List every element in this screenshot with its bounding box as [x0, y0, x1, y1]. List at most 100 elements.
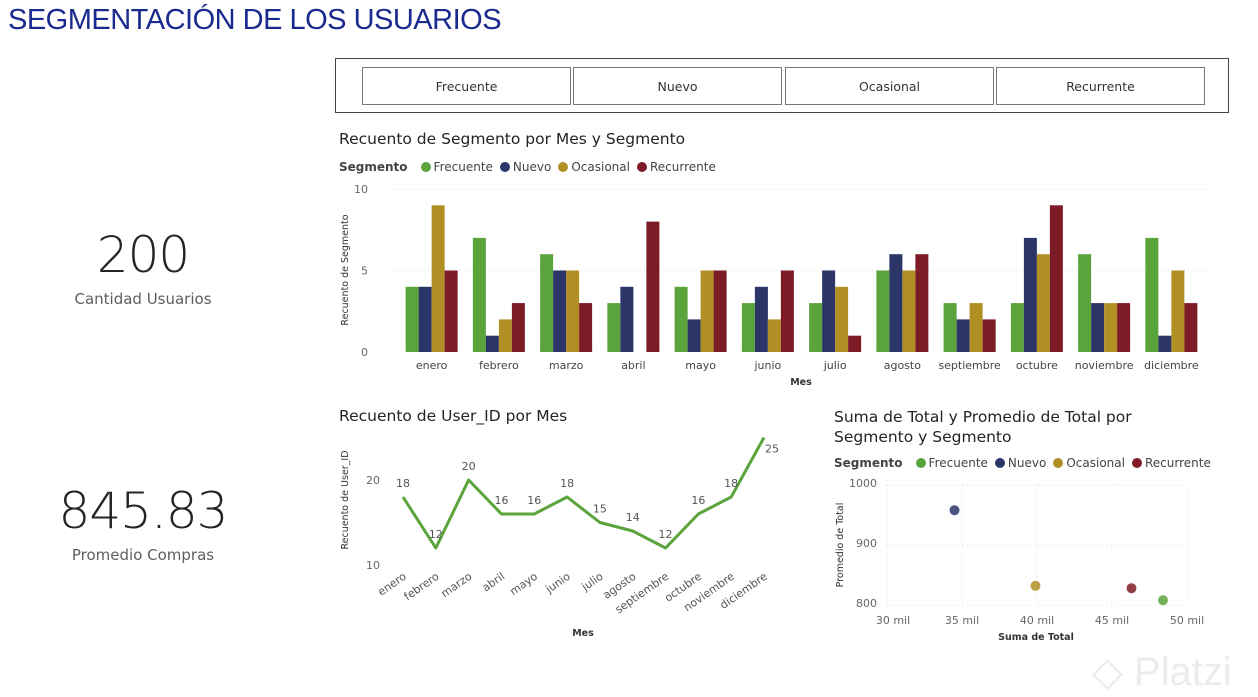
bar-recurrente-diciembre[interactable] [1184, 303, 1198, 352]
bar-chart-legend: Segmento Frecuente Nuevo Ocasional Recur… [339, 160, 716, 174]
x-tick-label: marzo [549, 359, 584, 372]
bar-frecuente-enero[interactable] [405, 286, 419, 352]
x-axis-title: Mes [572, 628, 594, 639]
legend-dot-frecuente [420, 162, 431, 172]
watermark-text: Platzi [1133, 650, 1232, 694]
bar-nuevo-febrero[interactable] [485, 335, 499, 352]
scatter-chart-title: Suma de Total y Promedio de Total por Se… [834, 408, 1132, 446]
bar-nuevo-noviembre[interactable] [1091, 303, 1105, 352]
slicer-option-frecuente[interactable]: Frecuente [362, 67, 571, 105]
x-tick-label: 35 mil [945, 614, 979, 627]
bar-frecuente-marzo[interactable] [540, 254, 554, 352]
bar-recurrente-mayo[interactable] [713, 270, 727, 353]
x-tick-label: diciembre [1144, 359, 1199, 372]
bar-ocasional-agosto[interactable] [902, 270, 916, 353]
bar-ocasional-julio[interactable] [835, 286, 849, 352]
legend-frecuente[interactable]: Frecuente [433, 160, 493, 174]
kpi-users-value: 200 [96, 226, 190, 284]
bar-frecuente-agosto[interactable] [876, 270, 890, 353]
x-tick-label: julio [823, 359, 847, 372]
x-tick-label: noviembre [1075, 359, 1134, 372]
bar-frecuente-septiembre[interactable] [943, 303, 957, 352]
x-tick-label: mayo [685, 359, 716, 372]
x-tick-label: mayo [507, 570, 540, 598]
data-label: 12 [659, 528, 673, 541]
bar-frecuente-noviembre[interactable] [1078, 254, 1092, 352]
legend-nuevo[interactable]: Nuevo [1007, 456, 1047, 470]
x-tick-label: 30 mil [876, 614, 910, 627]
scatter-point-frecuente[interactable] [1158, 595, 1168, 606]
bar-nuevo-diciembre[interactable] [1158, 335, 1172, 352]
bar-ocasional-noviembre[interactable] [1104, 303, 1118, 352]
bar-recurrente-marzo[interactable] [579, 303, 593, 352]
x-tick-label: septiembre [938, 359, 1001, 372]
bar-frecuente-febrero[interactable] [472, 237, 486, 352]
bar-recurrente-junio[interactable] [780, 270, 794, 353]
bar-frecuente-junio[interactable] [741, 303, 755, 352]
legend-frecuente[interactable]: Frecuente [928, 456, 988, 470]
bar-recurrente-julio[interactable] [848, 335, 862, 352]
bar-nuevo-abril[interactable] [620, 286, 634, 352]
x-tick-label: agosto [884, 359, 921, 372]
legend-recurrente[interactable]: Recurrente [1144, 456, 1211, 470]
legend-title: Segmento [834, 456, 903, 470]
bar-recurrente-octubre[interactable] [1049, 205, 1063, 352]
bar-recurrente-enero[interactable] [444, 270, 458, 353]
scatter-point-ocasional[interactable] [1030, 580, 1041, 591]
x-axis-title: Mes [790, 377, 812, 388]
bar-recurrente-febrero[interactable] [511, 303, 525, 352]
y-tick-label: 0 [361, 346, 368, 359]
x-tick-label: marzo [439, 570, 475, 601]
legend-title: Segmento [339, 160, 408, 174]
bar-frecuente-octubre[interactable] [1010, 303, 1024, 352]
bar-ocasional-septiembre[interactable] [969, 303, 983, 352]
bar-frecuente-diciembre[interactable] [1145, 237, 1159, 352]
bar-recurrente-noviembre[interactable] [1117, 303, 1131, 352]
bar-ocasional-diciembre[interactable] [1171, 270, 1185, 353]
bar-nuevo-octubre[interactable] [1023, 237, 1037, 352]
bar-frecuente-mayo[interactable] [674, 286, 688, 352]
y-tick-label: 800 [856, 597, 877, 610]
legend-dot-ocasional [558, 162, 569, 172]
bar-nuevo-mayo[interactable] [687, 319, 701, 352]
bar-nuevo-marzo[interactable] [553, 270, 567, 353]
bar-recurrente-septiembre[interactable] [982, 319, 996, 352]
bar-recurrente-abril[interactable] [646, 221, 660, 352]
x-tick-label: febrero [479, 359, 519, 372]
legend-dot-frecuente [915, 458, 926, 468]
bar-ocasional-enero[interactable] [431, 205, 445, 352]
y-tick-label: 20 [366, 474, 380, 487]
scatter-point-nuevo[interactable] [949, 505, 960, 516]
data-label: 16 [494, 494, 508, 507]
bar-recurrente-agosto[interactable] [915, 254, 929, 352]
x-tick-label: abril [480, 570, 507, 595]
legend-dot-nuevo [994, 458, 1005, 468]
bar-ocasional-junio[interactable] [767, 319, 781, 352]
bar-frecuente-abril[interactable] [607, 303, 621, 352]
legend-ocasional[interactable]: Ocasional [571, 160, 630, 174]
slicer-option-nuevo[interactable]: Nuevo [573, 67, 782, 105]
bar-nuevo-enero[interactable] [418, 286, 432, 352]
bar-frecuente-julio[interactable] [809, 303, 823, 352]
bar-ocasional-mayo[interactable] [700, 270, 714, 353]
bar-nuevo-septiembre[interactable] [956, 319, 970, 352]
slicer-option-ocasional[interactable]: Ocasional [785, 67, 994, 105]
y-tick-label: 5 [361, 265, 368, 278]
bar-nuevo-junio[interactable] [754, 286, 768, 352]
data-label: 12 [429, 528, 443, 541]
y-tick-label: 900 [856, 537, 877, 550]
bar-nuevo-agosto[interactable] [889, 254, 903, 352]
line-series-user-count[interactable] [401, 436, 766, 550]
legend-recurrente[interactable]: Recurrente [649, 160, 716, 174]
y-axis-title: Recuento de User_ID [340, 450, 351, 549]
legend-ocasional[interactable]: Ocasional [1066, 456, 1125, 470]
bar-ocasional-octubre[interactable] [1036, 254, 1050, 352]
kpi-users-label: Cantidad Usuarios [74, 290, 212, 308]
scatter-point-recurrente[interactable] [1126, 583, 1137, 594]
legend-nuevo[interactable]: Nuevo [512, 160, 552, 174]
bar-ocasional-febrero[interactable] [498, 319, 512, 352]
bar-ocasional-marzo[interactable] [566, 270, 580, 353]
slicer-option-recurrente[interactable]: Recurrente [996, 67, 1205, 105]
bar-nuevo-julio[interactable] [822, 270, 836, 353]
